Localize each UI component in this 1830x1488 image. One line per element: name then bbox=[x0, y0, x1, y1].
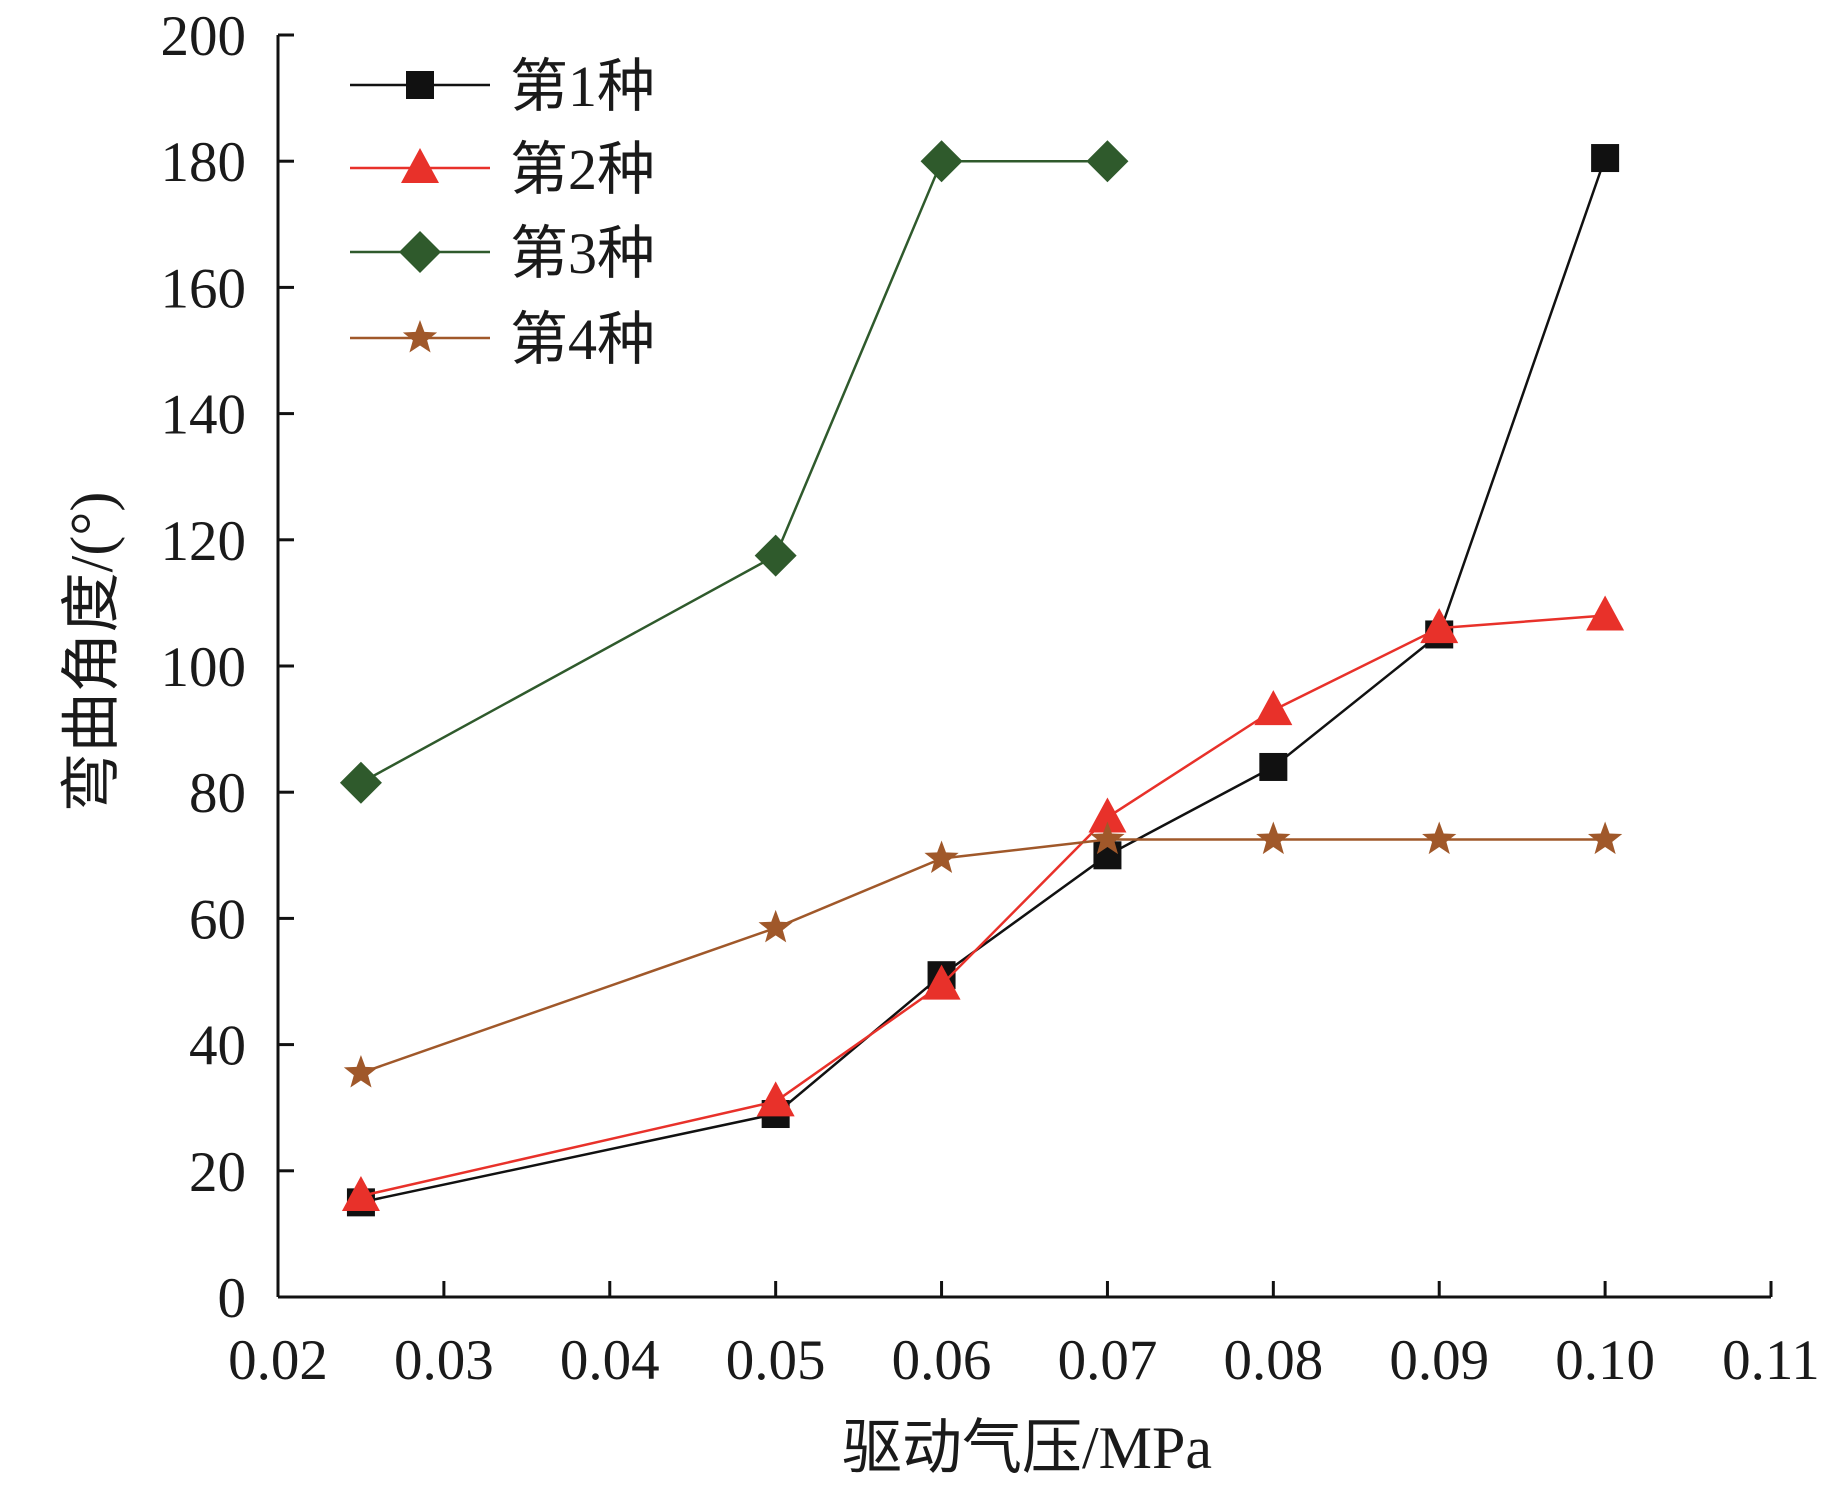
x-tick-label: 0.06 bbox=[892, 1329, 992, 1392]
data-point bbox=[1259, 752, 1288, 781]
series-2 bbox=[341, 595, 1625, 1212]
data-point bbox=[1088, 797, 1127, 833]
y-axis-title: 弯曲角度/(°) bbox=[59, 492, 125, 813]
series-line bbox=[360, 159, 1108, 784]
data-point bbox=[920, 140, 963, 183]
data-point bbox=[1086, 140, 1129, 183]
data-point bbox=[754, 534, 797, 577]
legend-label: 第3种 bbox=[510, 221, 655, 286]
series-4 bbox=[343, 821, 1623, 1088]
axes: 0 20 40 60 80 100 120 140 160 180 200 0.02 0.03 0.04 0… bbox=[161, 5, 1820, 1392]
y-tick-label: 200 bbox=[161, 5, 247, 68]
legend-item: 第2种 bbox=[350, 137, 655, 202]
data-point bbox=[756, 1081, 795, 1117]
y-tick-label: 140 bbox=[161, 384, 247, 447]
data-point bbox=[922, 964, 961, 1000]
x-tick-label: 0.08 bbox=[1223, 1329, 1323, 1392]
y-tick-label: 40 bbox=[189, 1015, 246, 1078]
y-tick-label: 80 bbox=[189, 762, 246, 825]
x-tick-label: 0.07 bbox=[1058, 1329, 1158, 1392]
legend-item: 第4种 bbox=[350, 307, 655, 372]
x-axis-title: 驱动气压/MPa bbox=[842, 1415, 1212, 1481]
legend-label: 第1种 bbox=[510, 54, 655, 119]
y-tick-label: 20 bbox=[189, 1141, 246, 1204]
y-tick-label: 180 bbox=[161, 131, 247, 194]
data-point bbox=[1254, 690, 1293, 726]
data-point bbox=[341, 1176, 380, 1212]
legend-label: 第4种 bbox=[510, 307, 655, 372]
data-point bbox=[343, 1054, 379, 1088]
x-tick-label: 0.04 bbox=[560, 1329, 660, 1392]
data-point bbox=[1090, 821, 1125, 855]
x-tick-label: 0.09 bbox=[1389, 1329, 1489, 1392]
series-line bbox=[360, 614, 1606, 1198]
x-tick-label: 0.11 bbox=[1722, 1329, 1820, 1392]
y-tick-label: 0 bbox=[218, 1267, 247, 1330]
legend-marker bbox=[399, 231, 441, 273]
legend-label: 第2种 bbox=[510, 137, 655, 202]
data-point bbox=[1420, 608, 1459, 644]
y-tick-label: 160 bbox=[161, 257, 247, 320]
y-tick-label: 100 bbox=[161, 636, 247, 699]
data-point bbox=[339, 761, 382, 804]
x-tick-label: 0.03 bbox=[394, 1329, 494, 1392]
x-tick-label: 0.02 bbox=[228, 1329, 328, 1392]
data-point bbox=[1422, 821, 1457, 855]
legend-marker bbox=[401, 148, 439, 183]
y-tick-label: 120 bbox=[161, 510, 247, 573]
legend-marker bbox=[402, 320, 438, 353]
data-point bbox=[1591, 144, 1620, 173]
data-point bbox=[1256, 821, 1291, 855]
legend-item: 第3种 bbox=[350, 221, 655, 286]
data-point bbox=[1587, 821, 1623, 855]
y-tick-label: 60 bbox=[189, 888, 246, 951]
series-line bbox=[360, 838, 1606, 1075]
legend-marker bbox=[406, 71, 434, 99]
plot-area bbox=[339, 140, 1625, 1217]
data-point bbox=[924, 840, 959, 874]
data-point bbox=[1586, 595, 1625, 631]
series-1 bbox=[346, 144, 1620, 1217]
x-tick-label: 0.10 bbox=[1555, 1329, 1655, 1392]
x-tick-label: 0.05 bbox=[726, 1329, 826, 1392]
series-3 bbox=[339, 140, 1129, 804]
legend-item: 第1种 bbox=[350, 54, 655, 119]
data-point bbox=[758, 909, 793, 943]
